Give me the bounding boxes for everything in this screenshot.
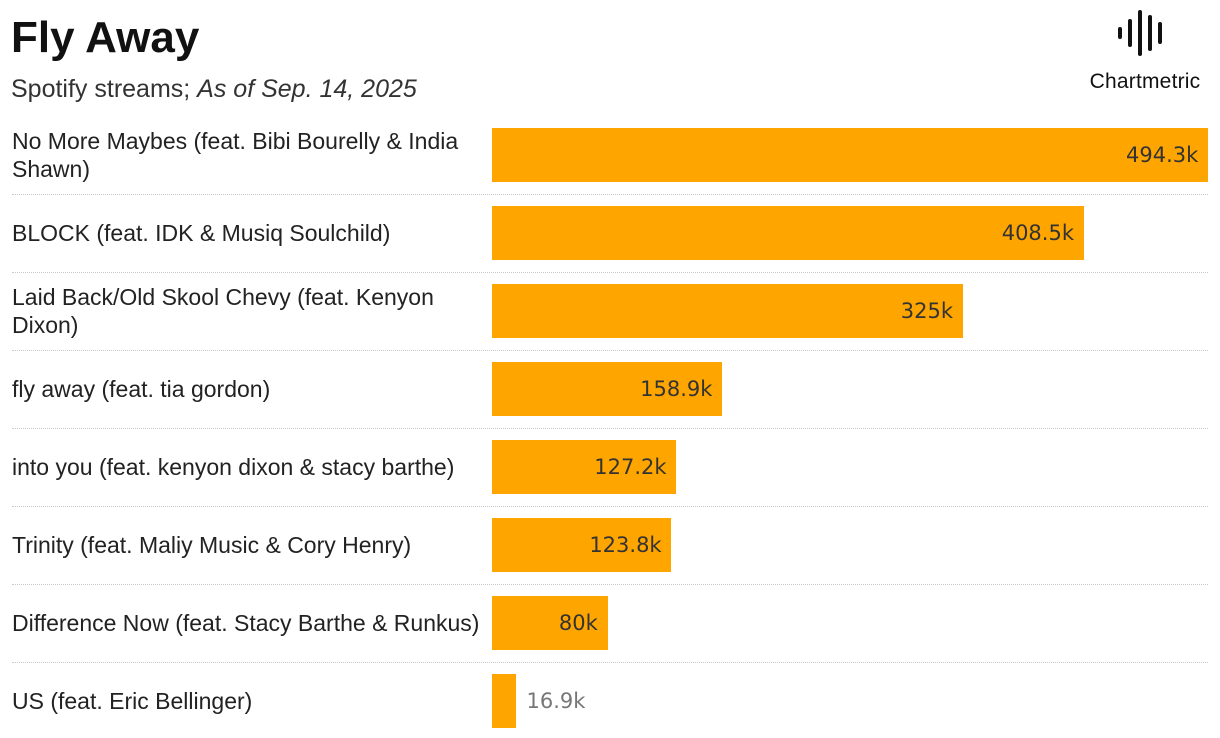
bar-value-label: 408.5k — [1001, 221, 1074, 245]
bar — [492, 674, 517, 728]
bar — [492, 206, 1084, 260]
category-label: into you (feat. kenyon dixon & stacy bar… — [12, 454, 455, 480]
row-separator — [12, 662, 1208, 663]
category-label: fly away (feat. tia gordon) — [12, 376, 271, 402]
bar-value-label: 158.9k — [640, 377, 713, 401]
chartmetric-logo: Chartmetric — [1080, 10, 1210, 94]
logo-text: Chartmetric — [1089, 70, 1201, 93]
row-separator — [12, 350, 1208, 351]
chart-subtitle: Spotify streams; As of Sep. 14, 2025 — [11, 74, 417, 104]
bar-value-label: 494.3k — [1126, 143, 1199, 167]
bar-value-label: 80k — [558, 611, 598, 635]
row-separator — [12, 584, 1208, 585]
subtitle-metric: Spotify streams; — [11, 75, 198, 103]
bar — [492, 128, 1208, 182]
category-label: No More Maybes (feat. Bibi Bourelly & In… — [12, 128, 459, 182]
row-separator — [12, 272, 1208, 273]
soundwave-icon — [1118, 10, 1162, 56]
bar-value-label: 325k — [900, 299, 954, 323]
category-label: Laid Back/Old Skool Chevy (feat. Kenyon … — [12, 284, 434, 338]
chart-title: Fly Away — [11, 13, 200, 62]
bar — [492, 362, 723, 416]
bar — [492, 440, 677, 494]
bar-value-label: 127.2k — [594, 455, 667, 479]
row-separator — [12, 194, 1208, 195]
bar — [492, 518, 672, 572]
bar — [492, 596, 608, 650]
row-separator — [12, 506, 1208, 507]
bar — [492, 284, 963, 338]
row-separator — [12, 428, 1208, 429]
category-label: US (feat. Eric Bellinger) — [12, 688, 253, 714]
subtitle-date: As of Sep. 14, 2025 — [197, 75, 417, 103]
category-label: Trinity (feat. Maliy Music & Cory Henry) — [12, 532, 412, 558]
category-label: Difference Now (feat. Stacy Barthe & Run… — [12, 610, 480, 636]
bar-value-label: 123.8k — [589, 533, 662, 557]
bar-value-label: 16.9k — [526, 689, 586, 713]
category-label: BLOCK (feat. IDK & Musiq Soulchild) — [12, 220, 391, 246]
